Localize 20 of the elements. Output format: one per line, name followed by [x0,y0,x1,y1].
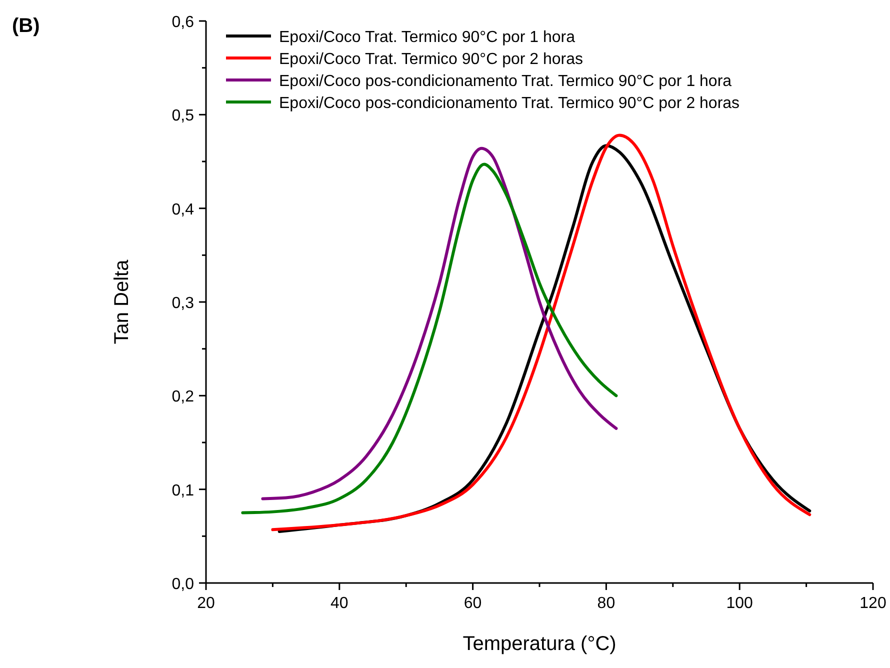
y-tick-label: 0,4 [172,201,194,218]
x-axis-title: Temperatura (°C) [462,633,616,655]
x-tick-label: 60 [464,595,482,612]
x-tick-label: 40 [330,595,348,612]
legend-label: Epoxi/Coco Trat. Termico 90°C por 1 hora [279,29,576,46]
y-tick-label: 0,1 [172,482,194,500]
y-tick-label: 0,0 [172,576,194,593]
text: (B) [12,15,40,37]
legend-label: Epoxi/Coco pos-condicionamento Trat. Termico 90°C por 2 horas [279,95,740,112]
legend-label: Epoxi/Coco Trat. Termico 90°C por 2 horas [279,51,584,68]
legend-label: Epoxi/Coco pos-condicionamento Trat. Termico 90°C por 1 hora [279,73,732,90]
y-tick-label: 0,2 [172,388,194,406]
y-tick-label: 0,3 [172,295,194,312]
y-tick-label: 0,6 [172,14,194,31]
x-tick-label: 20 [197,595,215,612]
x-tick-label: 120 [860,595,886,612]
x-tick-label: 100 [726,595,754,612]
x-tick-label: 80 [597,595,616,612]
y-axis-title: Tan Delta [111,258,133,344]
y-tick-label: 0,5 [172,108,194,125]
